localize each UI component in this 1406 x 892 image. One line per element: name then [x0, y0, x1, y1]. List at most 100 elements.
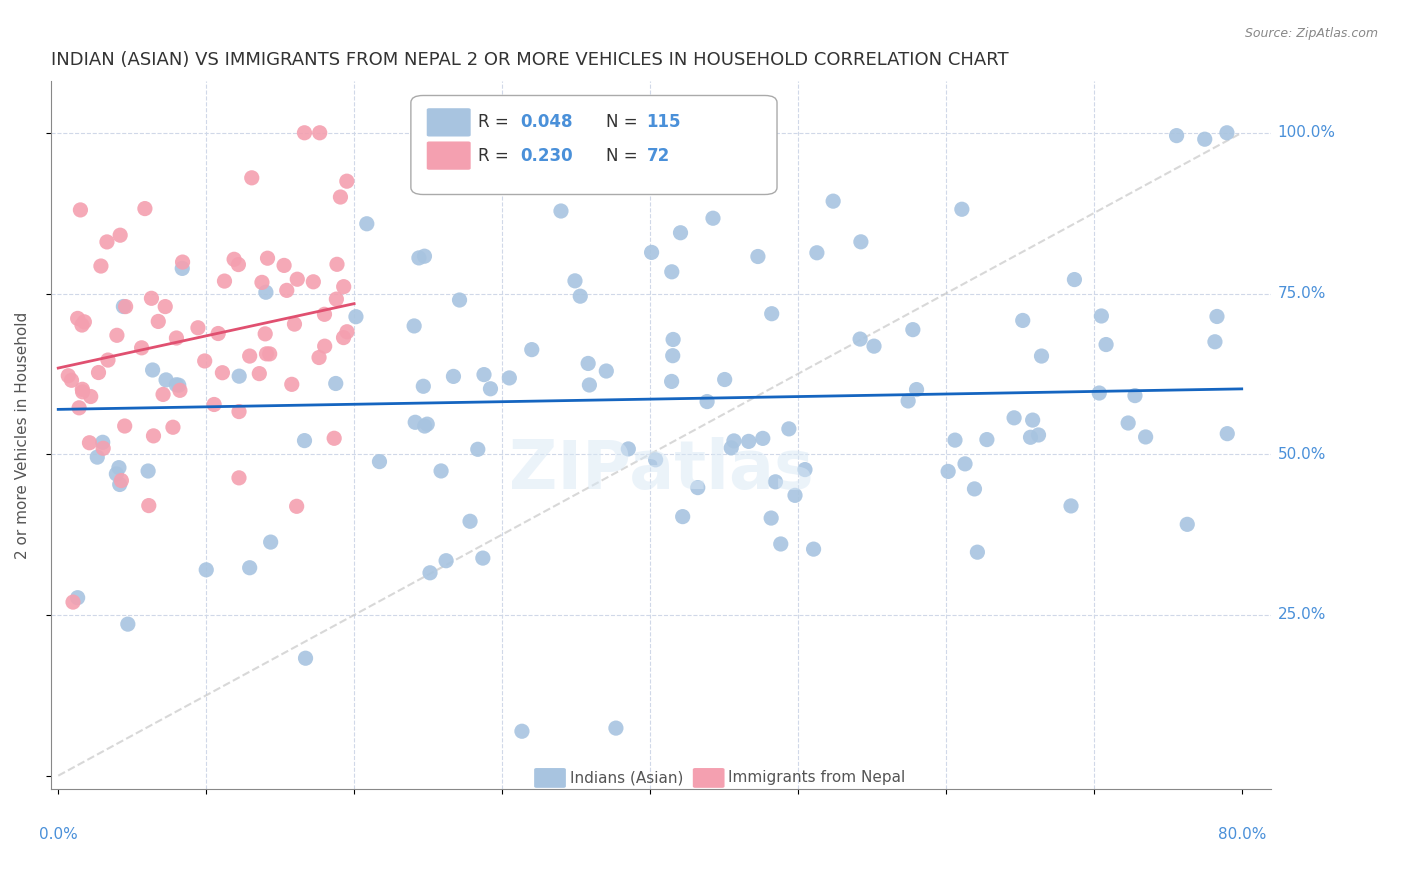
Point	[1204, 334, 1226, 349]
Text: ZIPatlas: ZIPatlas	[509, 437, 814, 503]
Point	[803, 542, 825, 557]
Text: N =: N =	[606, 146, 643, 165]
Point	[672, 509, 695, 524]
FancyBboxPatch shape	[693, 768, 724, 788]
Point	[79, 435, 101, 450]
Point	[419, 566, 441, 580]
Point	[172, 261, 194, 276]
Point	[202, 397, 225, 411]
Point	[162, 420, 184, 434]
Point	[91, 442, 114, 456]
Point	[276, 284, 298, 298]
Point	[849, 235, 872, 249]
Point	[1063, 272, 1085, 286]
Point	[67, 401, 90, 415]
Point	[472, 368, 495, 382]
Point	[765, 475, 787, 489]
Text: 0.230: 0.230	[520, 146, 574, 165]
Text: 0.048: 0.048	[520, 113, 574, 131]
Point	[1095, 337, 1118, 351]
Point	[108, 477, 131, 491]
Point	[661, 265, 683, 279]
Point	[136, 464, 159, 478]
Point	[1028, 428, 1050, 442]
Point	[644, 452, 666, 467]
Point	[240, 170, 263, 185]
Point	[966, 545, 988, 559]
Text: Source: ZipAtlas.com: Source: ZipAtlas.com	[1244, 27, 1378, 40]
Point	[325, 292, 347, 306]
Point	[194, 354, 217, 368]
Point	[1135, 430, 1157, 444]
Point	[66, 311, 89, 326]
Point	[769, 537, 792, 551]
Point	[1123, 389, 1146, 403]
Point	[1031, 349, 1053, 363]
Point	[285, 500, 308, 514]
Point	[108, 228, 131, 243]
Point	[281, 377, 304, 392]
Point	[661, 375, 683, 389]
Point	[131, 341, 153, 355]
Point	[141, 291, 163, 305]
Point	[332, 279, 354, 293]
Point	[114, 419, 136, 434]
Point	[250, 276, 273, 290]
Point	[806, 245, 828, 260]
Point	[211, 366, 233, 380]
Point	[169, 384, 191, 398]
Point	[148, 314, 170, 328]
Point	[564, 274, 586, 288]
Text: 80.0%: 80.0%	[1218, 828, 1265, 842]
Point	[256, 251, 278, 265]
Point	[302, 275, 325, 289]
Point	[105, 328, 128, 343]
Point	[1166, 128, 1188, 143]
Point	[696, 394, 718, 409]
Point	[214, 274, 236, 288]
Point	[308, 126, 330, 140]
Point	[413, 419, 436, 434]
Point	[167, 378, 190, 392]
Point	[936, 465, 959, 479]
Point	[443, 369, 465, 384]
Point	[1216, 126, 1239, 140]
Point	[294, 126, 316, 140]
Point	[224, 252, 246, 267]
Point	[661, 349, 683, 363]
Point	[72, 382, 94, 396]
Point	[953, 457, 976, 471]
Point	[285, 272, 308, 286]
Point	[329, 190, 352, 204]
Point	[794, 462, 817, 476]
Point	[336, 325, 359, 339]
Point	[434, 554, 457, 568]
Point	[325, 376, 347, 391]
Point	[283, 317, 305, 331]
Point	[617, 442, 640, 456]
Point	[737, 434, 759, 449]
Text: 50.0%: 50.0%	[1278, 447, 1326, 462]
Point	[326, 257, 349, 271]
Point	[134, 202, 156, 216]
Point	[314, 307, 336, 321]
Point	[605, 721, 627, 735]
Point	[404, 415, 426, 429]
Point	[314, 339, 336, 353]
Point	[117, 617, 139, 632]
Point	[662, 333, 685, 347]
Text: 100.0%: 100.0%	[1278, 125, 1336, 140]
Point	[823, 194, 845, 209]
Y-axis label: 2 or more Vehicles in Household: 2 or more Vehicles in Household	[15, 311, 30, 558]
Point	[467, 442, 489, 457]
Point	[294, 434, 316, 448]
Point	[963, 482, 986, 496]
Point	[752, 431, 775, 445]
Point	[69, 202, 91, 217]
Point	[449, 293, 471, 307]
Point	[950, 202, 973, 217]
Point	[332, 330, 354, 344]
Point	[412, 379, 434, 393]
Point	[256, 347, 278, 361]
Point	[778, 422, 800, 436]
